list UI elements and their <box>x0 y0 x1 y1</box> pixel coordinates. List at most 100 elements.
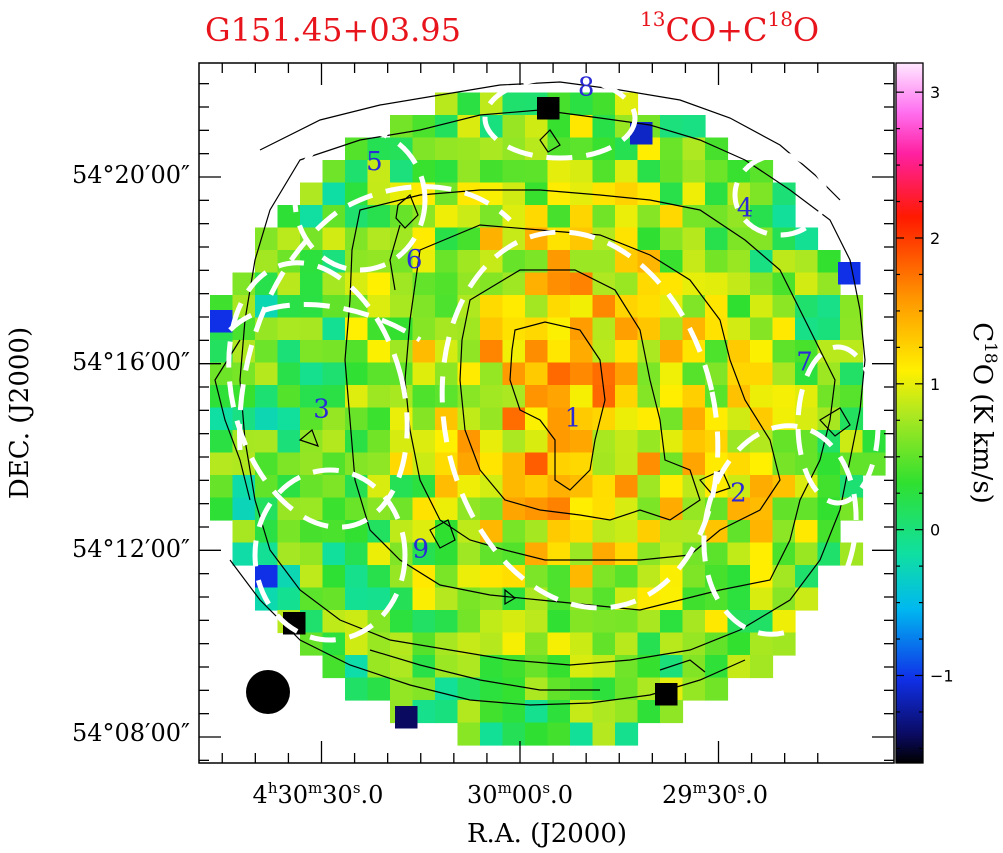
heatmap-cell <box>795 497 819 521</box>
heatmap-cell <box>727 250 751 274</box>
heatmap-cell <box>435 587 459 611</box>
heatmap-cell <box>502 160 526 184</box>
heatmap-cell <box>772 205 796 229</box>
heatmap-cell <box>277 407 301 431</box>
heatmap-cells <box>210 92 886 746</box>
heatmap-cell <box>660 407 684 431</box>
contour-line <box>395 194 419 229</box>
heatmap-cell <box>727 272 751 296</box>
heatmap-cell <box>750 655 774 679</box>
heatmap-cell <box>345 430 369 454</box>
heatmap-cell <box>660 700 684 724</box>
heatmap-cell <box>660 587 684 611</box>
heatmap-cell <box>705 205 729 229</box>
heatmap-cell <box>570 272 594 296</box>
dashed-ellipse <box>439 229 721 611</box>
contour-line <box>214 339 251 501</box>
heatmap-cell <box>750 250 774 274</box>
heatmap-cell <box>750 520 774 544</box>
heatmap-cell <box>412 542 436 566</box>
heatmap-cell <box>547 497 571 521</box>
heatmap-cell <box>817 295 841 319</box>
heatmap-cell <box>615 272 639 296</box>
heatmap-cell <box>277 565 301 589</box>
heatmap-cell <box>615 362 639 386</box>
contour-line <box>369 649 600 691</box>
heatmap-cell <box>592 587 616 611</box>
heatmap-cell <box>570 430 594 454</box>
heatmap-cell <box>435 497 459 521</box>
heatmap-cell <box>322 362 346 386</box>
heatmap-cell <box>390 475 414 499</box>
heatmap-cell <box>727 340 751 364</box>
heatmap-cell <box>682 452 706 476</box>
heatmap-cell <box>592 430 616 454</box>
heatmap-cell <box>570 160 594 184</box>
heatmap-cell <box>525 610 549 634</box>
heatmap-cell <box>727 632 751 656</box>
heatmap-cell <box>255 430 279 454</box>
heatmap-cell <box>637 700 661 724</box>
heatmap-cell <box>345 160 369 184</box>
heatmap-cell <box>322 632 346 656</box>
heatmap-cell <box>570 520 594 544</box>
heatmap-cell <box>525 407 549 431</box>
dashed-ellipses <box>226 75 881 643</box>
heatmap-cell <box>345 542 369 566</box>
heatmap-cell <box>547 160 571 184</box>
heatmap-cell <box>615 452 639 476</box>
heatmap-cell <box>525 722 549 746</box>
heatmap-cell <box>817 385 841 409</box>
heatmap-cell <box>660 632 684 656</box>
heatmap-cell <box>547 362 571 386</box>
heatmap-cell <box>615 722 639 746</box>
contour-line <box>389 224 401 291</box>
heatmap-cell <box>412 340 436 364</box>
heatmap-cell <box>502 115 526 139</box>
heatmap-cell <box>367 340 391 364</box>
heatmap-cell <box>345 407 369 431</box>
heatmap-cell <box>525 520 549 544</box>
heatmap-cell <box>367 272 391 296</box>
heatmap-cell <box>367 227 391 251</box>
heatmap-cell <box>840 317 864 341</box>
heatmap-cell <box>300 362 324 386</box>
heatmap-cell <box>412 632 436 656</box>
heatmap-cell <box>367 407 391 431</box>
heatmap-cell <box>817 452 841 476</box>
heatmap-cell <box>570 115 594 139</box>
heatmap-cell <box>255 542 279 566</box>
heatmap-cell <box>457 317 481 341</box>
heatmap-cell <box>255 385 279 409</box>
heatmap-cell <box>682 160 706 184</box>
heatmap-cell <box>412 227 436 251</box>
heatmap-cell <box>727 160 751 184</box>
heatmap-cell <box>570 407 594 431</box>
heatmap-cell <box>772 475 796 499</box>
heatmap-cell <box>435 362 459 386</box>
colorbar <box>895 62 924 764</box>
heatmap-cell <box>525 430 549 454</box>
colorbar-ticks <box>896 91 923 750</box>
heatmap-cell <box>637 632 661 656</box>
heatmap-cell <box>255 340 279 364</box>
heatmap-cell <box>570 340 594 364</box>
heatmap-cell <box>637 182 661 206</box>
heatmap-cell <box>750 430 774 454</box>
heatmap-cell <box>232 475 256 499</box>
heatmap-cell <box>570 205 594 229</box>
heatmap-cell <box>795 587 819 611</box>
heatmap-cell <box>772 340 796 364</box>
colorbar-tick-label: 2 <box>930 229 940 248</box>
heatmap-cell <box>615 385 639 409</box>
heatmap-cell <box>390 295 414 319</box>
heatmap-cell <box>480 430 504 454</box>
ra-s-unit: s <box>353 779 361 797</box>
heatmap-cell <box>457 700 481 724</box>
heatmap-cell <box>412 497 436 521</box>
heatmap-cell <box>592 452 616 476</box>
ra-m: 30 <box>467 781 498 809</box>
heatmap-cell <box>795 565 819 589</box>
heatmap-cell <box>682 317 706 341</box>
heatmap-cell <box>322 475 346 499</box>
